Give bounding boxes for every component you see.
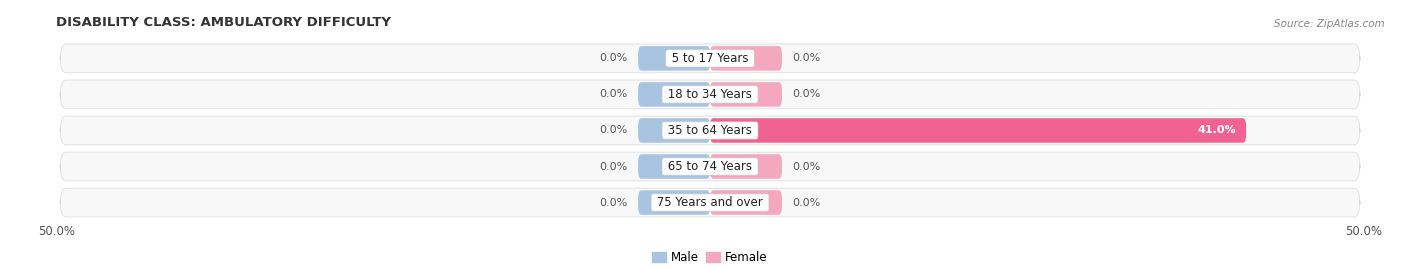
FancyBboxPatch shape [710, 46, 782, 71]
Text: 0.0%: 0.0% [599, 89, 627, 100]
FancyBboxPatch shape [60, 80, 1360, 109]
Text: 0.0%: 0.0% [599, 197, 627, 208]
FancyBboxPatch shape [710, 190, 782, 215]
Legend: Male, Female: Male, Female [648, 246, 772, 269]
FancyBboxPatch shape [60, 188, 1360, 217]
Text: 0.0%: 0.0% [599, 161, 627, 172]
Text: 0.0%: 0.0% [793, 53, 821, 63]
FancyBboxPatch shape [638, 46, 710, 71]
FancyBboxPatch shape [638, 118, 710, 143]
FancyBboxPatch shape [60, 152, 1360, 181]
FancyBboxPatch shape [638, 82, 710, 107]
Text: 18 to 34 Years: 18 to 34 Years [664, 88, 756, 101]
Text: 0.0%: 0.0% [793, 161, 821, 172]
Text: 5 to 17 Years: 5 to 17 Years [668, 52, 752, 65]
FancyBboxPatch shape [638, 190, 710, 215]
Text: 0.0%: 0.0% [599, 125, 627, 136]
Text: Source: ZipAtlas.com: Source: ZipAtlas.com [1274, 19, 1385, 29]
FancyBboxPatch shape [60, 116, 1360, 145]
FancyBboxPatch shape [710, 82, 782, 107]
Text: 0.0%: 0.0% [793, 89, 821, 100]
Text: 0.0%: 0.0% [793, 197, 821, 208]
FancyBboxPatch shape [638, 154, 710, 179]
Text: DISABILITY CLASS: AMBULATORY DIFFICULTY: DISABILITY CLASS: AMBULATORY DIFFICULTY [56, 16, 391, 30]
Text: 65 to 74 Years: 65 to 74 Years [664, 160, 756, 173]
FancyBboxPatch shape [60, 44, 1360, 73]
Text: 75 Years and over: 75 Years and over [654, 196, 766, 209]
FancyBboxPatch shape [710, 154, 782, 179]
Text: 41.0%: 41.0% [1197, 125, 1236, 136]
FancyBboxPatch shape [710, 118, 1246, 143]
Text: 35 to 64 Years: 35 to 64 Years [664, 124, 756, 137]
Text: 0.0%: 0.0% [599, 53, 627, 63]
